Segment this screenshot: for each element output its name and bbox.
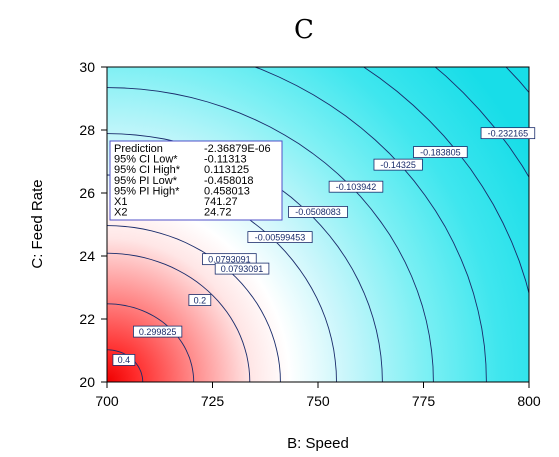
x-tick-label: 775 <box>412 393 436 409</box>
x-axis: 700 725 750 775 800 <box>95 382 541 409</box>
contour-label-text: -0.232165 <box>488 128 529 138</box>
info-label: 95% CI High* <box>114 164 181 176</box>
info-label: X2 <box>114 207 127 219</box>
contour-label-box <box>214 262 270 275</box>
chart-title: C <box>294 15 314 45</box>
contour-label-text: -0.14325 <box>380 160 416 170</box>
y-tick-label: 26 <box>79 185 95 201</box>
contour-label-text: -0.103942 <box>336 182 377 192</box>
contour-line <box>434 67 529 179</box>
y-axis-label: C: Feed Rate <box>29 179 46 268</box>
contour-line <box>107 87 434 382</box>
contour-label: -0.183805 <box>413 146 468 158</box>
x-tick-label: 750 <box>306 393 330 409</box>
info-value: -0.458018 <box>204 175 254 187</box>
info-value: 24.72 <box>204 207 232 219</box>
contour-label-box <box>413 146 468 158</box>
contour-label-text: -0.0508083 <box>295 207 341 217</box>
y-tick-label: 20 <box>79 374 95 390</box>
info-value: -0.11313 <box>204 154 247 166</box>
info-value: 0.113125 <box>204 164 249 176</box>
contour-label-box <box>247 231 313 244</box>
contour-label-box <box>373 158 423 171</box>
contour-label: 0.299825 <box>133 325 183 338</box>
contour-label-box <box>188 294 212 307</box>
info-label: Prediction <box>114 143 163 155</box>
x-tick-label: 800 <box>517 393 541 409</box>
y-axis: 20 22 24 26 28 30 <box>79 59 107 390</box>
contour-label: -0.232165 <box>480 127 536 140</box>
info-value: 0.458013 <box>204 185 250 197</box>
contour-label-box <box>288 205 348 218</box>
contour-label: -0.0508083 <box>288 205 348 218</box>
contour-line <box>107 252 251 382</box>
contour-label-text: 0.2 <box>194 295 207 305</box>
y-tick-label: 22 <box>79 311 95 327</box>
contour-label-box <box>328 180 384 193</box>
info-box-frame <box>109 140 283 221</box>
info-label: 95% CI Low* <box>114 154 178 166</box>
contour-label-box <box>480 127 536 140</box>
info-value: 741.27 <box>204 196 238 208</box>
contour-label-text: 0.4 <box>118 355 131 365</box>
contour-label: -0.103942 <box>328 180 384 193</box>
contour-label: 0.0793091 <box>214 262 270 275</box>
contour-label-text: 0.0793091 <box>221 264 264 274</box>
contour-label: -0.14325 <box>373 158 423 171</box>
info-value: -2.36879E-06 <box>204 143 271 155</box>
y-tick-label: 28 <box>79 122 95 138</box>
x-tick-label: 725 <box>201 393 225 409</box>
contour-line <box>362 67 529 295</box>
info-label: 95% PI Low* <box>114 175 178 187</box>
contour-label-box <box>112 354 136 366</box>
contour-label: -0.00599453 <box>247 231 313 244</box>
contour-label-text: -0.183805 <box>420 147 461 157</box>
prediction-info-box: Prediction -2.36879E-06 95% CI Low* -0.1131… <box>109 140 283 221</box>
contour-label: 0.2 <box>188 294 212 307</box>
contour-line <box>253 67 487 382</box>
x-axis-label: B: Speed <box>287 435 349 452</box>
x-tick-label: 700 <box>95 393 119 409</box>
info-label: 95% PI High* <box>114 185 180 197</box>
contour-label-text: 0.0793091 <box>208 254 251 264</box>
contour-label: 0.4 <box>112 354 136 366</box>
info-label: X1 <box>114 196 127 208</box>
contour-label-text: -0.00599453 <box>255 232 306 242</box>
contour-label-box <box>133 325 183 338</box>
contour-label-text: 0.299825 <box>139 327 177 337</box>
y-tick-label: 24 <box>79 248 95 264</box>
y-tick-label: 30 <box>79 59 95 75</box>
